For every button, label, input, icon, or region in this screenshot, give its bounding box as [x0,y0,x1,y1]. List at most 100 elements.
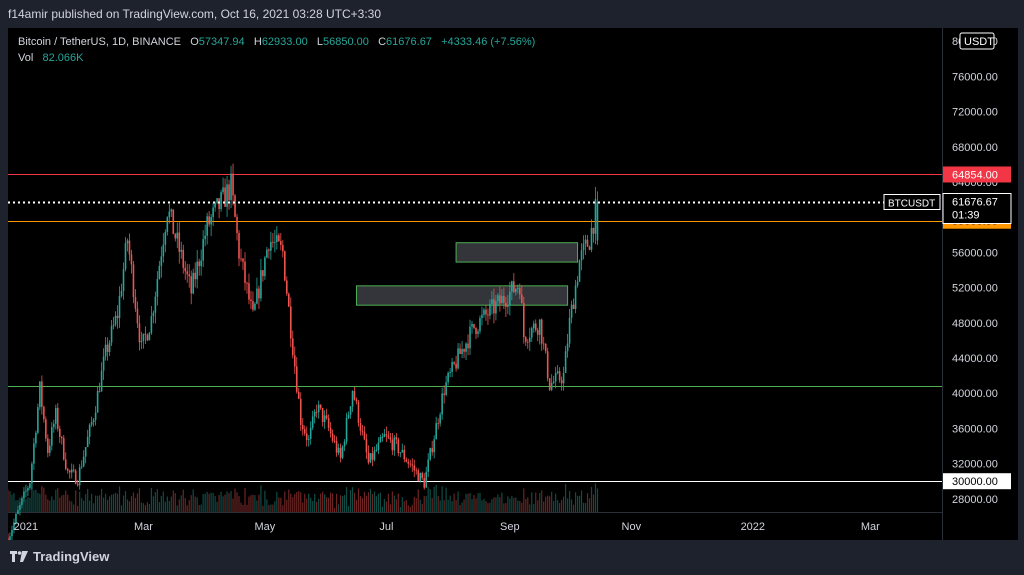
volume-bar [519,501,521,512]
volume-bar [535,492,537,512]
volume-bar [170,496,172,512]
volume-bar [9,491,11,512]
volume-bar [186,505,188,512]
volume-bar [192,489,194,512]
ohlc-close: 61676.67 [386,36,432,48]
volume-bar [258,494,260,512]
legend-volume-row: Vol 82.066K [18,50,535,66]
candle-body [29,483,31,489]
candle-body [556,371,559,374]
volume-bar [395,499,397,512]
candle-body [37,407,39,433]
candle-body [47,438,49,453]
volume-bar [236,492,238,512]
volume-bar [262,505,264,512]
candle-body [532,323,535,329]
candle-body [493,299,495,314]
candle-body [234,195,236,217]
candle-body [276,235,278,243]
candle-body [8,538,9,540]
volume-bar [335,493,338,512]
volume-bar [357,488,360,512]
candle-body [184,267,187,272]
publish-info: f14amir published on TradingView.com, Oc… [8,7,382,21]
volume-bar [557,500,559,512]
footer-bar: TradingView [0,540,1024,575]
candle-body [102,356,105,371]
candle-body [391,439,394,451]
volume-bar [379,492,382,512]
volume-bar [286,499,288,512]
candle-body [582,243,585,251]
candle-body [218,198,220,209]
candle-body [58,428,61,437]
chart-legend: Bitcoin / TetherUS, 1D, BINANCE O57347.9… [18,34,535,66]
candle-body [262,270,264,277]
volume-bar [104,493,107,512]
candle-body [152,312,155,317]
candle-body [122,269,125,292]
candle-body [542,343,545,345]
candle-body [301,424,304,430]
candle-body [226,184,228,207]
volume-bar [202,494,204,512]
candle-body [70,469,73,473]
volume-bar [459,504,461,512]
candle-body [515,288,517,292]
candle-body [76,483,79,486]
candle-body [240,258,242,260]
candle-body [449,371,451,373]
candle-body [425,471,428,488]
candle-body [35,432,37,444]
volume-bar [160,495,162,512]
volume-bar [93,503,95,512]
candle-body [367,452,370,463]
candle-body [499,295,501,304]
candle-body [347,414,350,418]
volume-bar [194,496,196,512]
candle-body [62,438,65,460]
candle-body [393,437,396,451]
candle-body [162,244,165,257]
candle-body [100,370,103,392]
candle-body [511,281,513,292]
ohlc-close-label: C [378,36,387,48]
candle-body [433,439,435,453]
volume-bar [218,494,220,512]
volume-bar [238,496,240,512]
volume-bar [83,500,85,512]
candle-body [212,207,214,218]
volume-bar [270,504,272,512]
volume-bar [541,490,543,512]
tradingview-logo[interactable]: TradingView [10,549,109,564]
volume-bar [403,501,405,512]
volume-bar [300,492,302,512]
volume-bar [140,502,143,512]
candle-body [244,261,246,283]
candle-body [232,173,234,196]
volume-bar [250,495,252,512]
candle-body [560,380,563,384]
candle-body [51,427,53,446]
volume-bar [67,494,69,512]
volume-bar [509,498,511,512]
candle-body [546,351,549,379]
candle-body [385,434,388,436]
price-chart[interactable]: 28000.00 32000.00 36000.00 40000.00 44000.00… [8,28,1018,540]
candle-body [214,202,216,208]
volume-bar [312,500,314,512]
candle-body [572,304,575,310]
candle-body [92,419,95,423]
ohlc-open: 57347.94 [198,36,245,48]
volume-bar [511,495,513,512]
volume-bar [288,489,290,512]
chart-area[interactable]: 28000.00 32000.00 36000.00 40000.00 44000.00… [8,28,1018,540]
candle-body [495,301,497,314]
candle-body [509,291,511,306]
candle-body [126,240,129,244]
candle-body [68,470,71,473]
volume-bar [172,490,174,512]
volume-bar [363,491,366,512]
candle-body [521,294,523,304]
candle-body [399,452,402,454]
